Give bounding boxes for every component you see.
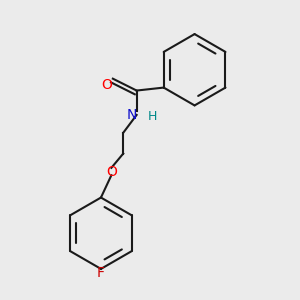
Text: F: F — [97, 266, 105, 280]
Text: H: H — [148, 110, 157, 123]
Text: O: O — [106, 165, 117, 179]
Text: O: O — [101, 78, 112, 92]
Text: N: N — [127, 108, 137, 122]
